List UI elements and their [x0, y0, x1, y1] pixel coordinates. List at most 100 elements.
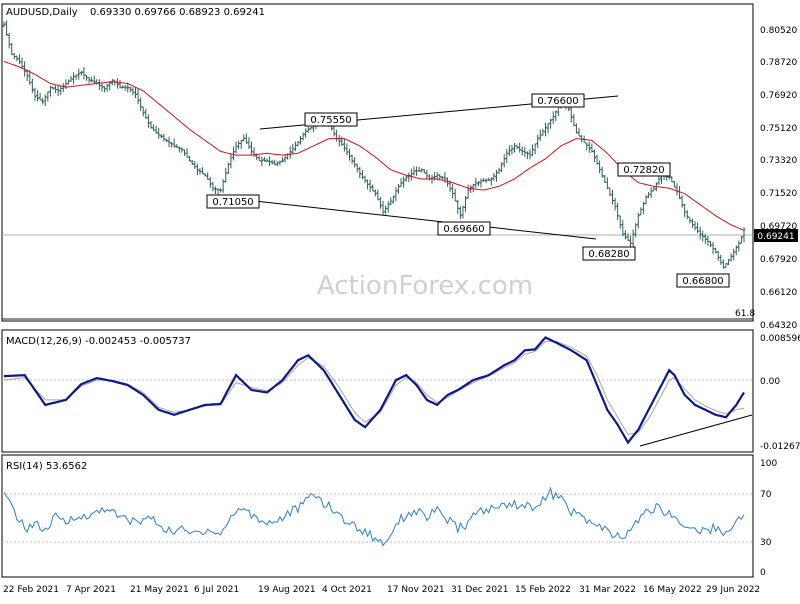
price-bar: [438, 174, 442, 181]
price-bar: [590, 143, 594, 153]
price-bar: [425, 169, 429, 180]
svg-text:0.75550: 0.75550: [310, 115, 351, 126]
macd-panel-frame: [1, 329, 754, 453]
price-bar: [309, 127, 313, 131]
price-bar: [219, 188, 223, 193]
price-bar: [458, 206, 462, 219]
price-label-6: 0.66800: [676, 273, 730, 288]
x-tick: 22 Feb 2021: [3, 585, 59, 595]
price-bar: [257, 156, 261, 162]
price-bar: [513, 143, 517, 153]
price-bar: [531, 144, 535, 156]
price-label-2: 0.76600: [531, 93, 585, 108]
price-bar: [131, 87, 135, 96]
price-bar: [121, 85, 125, 89]
moving-average: [3, 61, 745, 231]
price-bar: [87, 77, 91, 84]
y-tick: 100: [760, 459, 777, 469]
main-y-axis: 0.80520 0.78720 0.76920 0.75120 0.73320 …: [760, 26, 797, 331]
price-bar: [626, 233, 630, 242]
price-bar: [162, 133, 166, 142]
price-bar: [500, 162, 504, 173]
price-bar: [103, 86, 107, 93]
price-bar: [376, 189, 380, 201]
price-bar: [366, 179, 370, 190]
price-bar: [296, 141, 300, 147]
price-bar: [36, 90, 40, 102]
price-bar: [231, 146, 235, 161]
price-bar: [30, 78, 34, 93]
price-bar: [170, 142, 174, 148]
price-bar: [2, 21, 6, 28]
price-bar: [239, 139, 243, 149]
price-bar: [474, 177, 478, 188]
price-bar: [61, 83, 65, 93]
price-bar: [273, 159, 277, 166]
fib-61-8-label: 61.8: [735, 309, 755, 319]
watermark: ActionForex.com: [317, 271, 533, 301]
price-bar: [386, 201, 390, 213]
price-bar: [7, 32, 11, 49]
price-bar: [471, 183, 475, 193]
price-bar: [520, 146, 524, 156]
price-bar: [502, 154, 506, 168]
price-bar: [711, 241, 715, 255]
price-bar: [489, 177, 493, 186]
price-bar: [445, 177, 449, 187]
price-bar: [592, 149, 596, 163]
price-bar: [549, 118, 553, 129]
price-bar: [358, 166, 362, 179]
price-bar: [190, 160, 194, 166]
price-bar: [348, 148, 352, 161]
price-bar: [618, 215, 622, 229]
price-bar: [149, 120, 153, 129]
x-tick: 31 Mar 2022: [579, 585, 636, 595]
price-bar: [172, 138, 176, 148]
price-bar: [288, 146, 292, 159]
price-bar: [133, 87, 137, 99]
price-bar: [85, 74, 89, 81]
price-bar: [727, 259, 731, 265]
price-bar: [469, 185, 473, 194]
price-bar: [201, 167, 205, 174]
price-bar: [580, 135, 584, 143]
price-bar: [28, 70, 32, 85]
price-bar: [598, 160, 602, 174]
x-tick: 19 Aug 2021: [258, 585, 316, 595]
price-bar: [268, 156, 272, 167]
price-label-3: 0.69660: [437, 221, 491, 236]
svg-text:0.69660: 0.69660: [443, 224, 484, 235]
price-bar: [237, 140, 241, 149]
price-bar: [518, 142, 522, 153]
rsi-panel-frame: [1, 454, 754, 578]
price-bar: [714, 247, 718, 254]
price-bar: [487, 177, 491, 181]
price-bar: [427, 174, 431, 181]
price-label-4: 0.68280: [582, 246, 636, 261]
price-bar: [100, 83, 104, 92]
price-bar: [422, 168, 426, 174]
price-bar: [415, 166, 419, 176]
macd-y-axis: 0.008596 0.00 -0.01267: [760, 334, 800, 452]
price-bar: [732, 248, 736, 261]
price-bar: [311, 125, 315, 133]
price-bar: [167, 136, 171, 148]
price-bar: [66, 79, 70, 85]
price-bar: [701, 230, 705, 242]
y-tick: 0.69720: [760, 222, 797, 232]
price-bar: [525, 151, 529, 160]
price-bar: [123, 85, 127, 91]
price-bar: [378, 197, 382, 209]
price-bar: [74, 74, 78, 80]
price-bar: [551, 111, 555, 124]
price-bar: [250, 141, 254, 155]
price-bar: [299, 135, 303, 145]
y-tick: 0.64320: [760, 321, 797, 331]
price-bar: [193, 161, 197, 170]
price-bar: [461, 205, 465, 219]
price-bar: [456, 199, 460, 214]
price-bar: [43, 94, 47, 107]
price-bar: [595, 154, 599, 165]
main-header-symbol: AUDUSD,Daily: [6, 7, 78, 18]
price-bar: [505, 149, 509, 164]
